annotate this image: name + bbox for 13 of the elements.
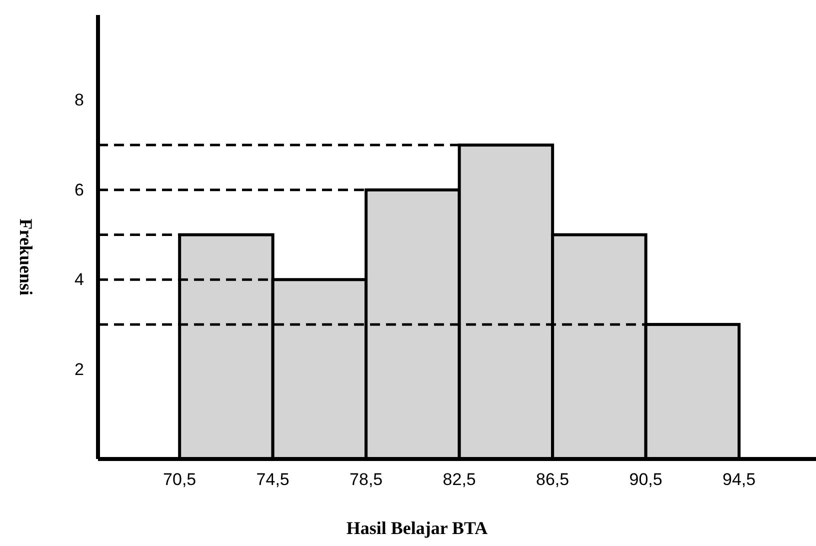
x-tick-label: 78,5 xyxy=(350,470,383,489)
x-tick-label: 74,5 xyxy=(256,470,290,489)
y-tick-label: 8 xyxy=(74,90,84,110)
y-tick-label: 2 xyxy=(74,360,84,379)
y-axis-title: Frekuensi xyxy=(16,218,36,296)
x-tick-label: 94,5 xyxy=(722,470,756,489)
y-tick-label: 4 xyxy=(74,270,84,290)
x-tick-label: 90,5 xyxy=(629,470,662,489)
x-tick-label: 70,5 xyxy=(163,470,196,489)
x-tick-label: 82,5 xyxy=(442,470,476,489)
x-tick-label: 86,5 xyxy=(536,470,570,489)
x-axis-title: Hasil Belajar BTA xyxy=(346,518,488,538)
y-tick-label: 6 xyxy=(74,180,84,200)
